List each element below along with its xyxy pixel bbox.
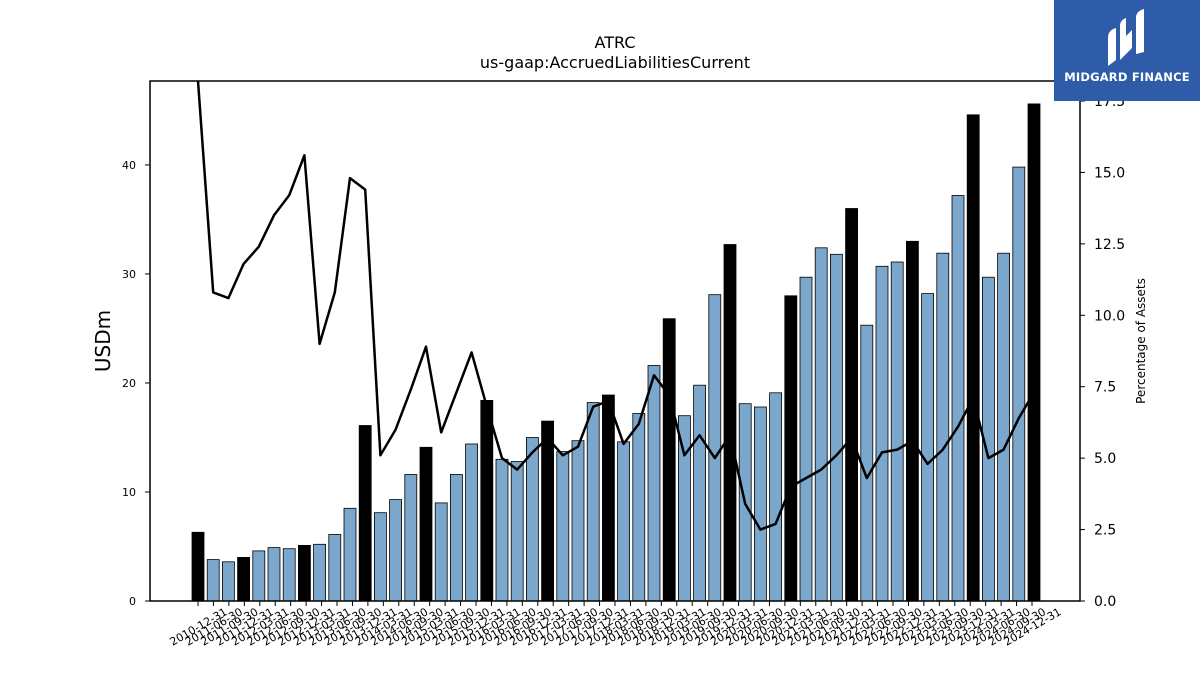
y-tick-label: 20 [122,377,136,390]
bar-2022-09-30 [906,240,919,602]
bar-2021-09-30 [845,208,858,602]
bar-2012-09-30 [297,545,311,602]
y2-tick-label: 0.0 [1094,594,1116,610]
bar-2016-03-31 [510,461,524,602]
bar-2017-06-30 [586,402,600,602]
y2-axis-label: Percentage of Assets [1134,278,1148,404]
bar-2022-06-30 [890,261,904,602]
bar-2022-12-31 [921,293,934,602]
bar-2017-03-31 [571,440,585,602]
bar-2022-03-31 [875,265,889,602]
y2-tick-label: 2.5 [1094,523,1116,539]
bar-2012-06-30 [282,548,296,602]
brand-logo: MIDGARD FINANCE [1054,0,1200,101]
bar-2020-03-31 [754,406,767,602]
chart-subtitle: us-gaap:AccruedLiabilitiesCurrent [480,53,750,72]
bar-2024-12-31 [1027,103,1041,602]
bar-2015-03-31 [449,474,463,602]
bar-2023-03-31 [936,252,950,602]
bar-2013-12-31 [373,512,387,602]
bar-2011-06-30 [221,561,235,602]
bar-2018-09-30 [662,318,676,602]
line-group [196,80,1036,531]
bar-2021-03-31 [814,247,828,602]
y2-tick-label: 5.0 [1094,451,1116,467]
bar-2016-12-31 [556,451,570,602]
bar-2014-12-31 [434,502,448,602]
bar-2016-09-30 [541,420,554,602]
y2-tick-label: 15.0 [1094,165,1125,181]
bar-2010-12-31 [191,531,205,602]
y2-tick-label: 10.0 [1094,308,1125,324]
bar-2015-06-30 [465,443,479,602]
bar-2020-06-30 [769,392,782,602]
bar-2021-12-31 [860,324,874,602]
x-axis: 2010-12-312011-06-302011-09-302011-12-31… [168,601,1064,649]
bar-2020-12-31 [799,276,813,602]
percentage-line [196,80,1036,531]
bar-2020-09-30 [784,295,798,602]
y-tick-label: 0 [129,595,136,608]
bar-2017-12-31 [617,441,630,602]
y-tick-label: 30 [122,268,136,281]
bar-2018-03-31 [632,413,646,602]
bar-2013-06-30 [343,507,357,602]
bar-2024-03-31 [997,252,1010,602]
y2-tick-label: 7.5 [1094,380,1116,396]
bar-2013-03-31 [328,534,342,602]
y-axis-label: USDm [91,310,115,372]
bar-2014-09-30 [419,446,433,602]
bar-2012-03-31 [267,547,281,602]
bar-2019-09-30 [723,244,737,602]
brand-name: MIDGARD FINANCE [1064,70,1190,84]
bar-2019-06-30 [708,294,722,602]
y-tick-label: 40 [122,159,136,172]
bar-2016-06-30 [526,437,539,602]
bar-2018-06-30 [647,365,661,602]
chart-title: ATRC [595,33,636,52]
bar-2017-09-30 [602,394,615,602]
bar-2023-06-30 [951,195,965,602]
y-tick-label: 10 [122,486,136,499]
left-axis: 0 10 20 30 40 [122,159,150,608]
bar-2011-03-31 [206,559,220,602]
bar-2012-12-31 [313,543,327,602]
bar-2019-03-31 [693,384,706,602]
bar-2013-09-30 [358,425,372,602]
bar-2023-09-30 [966,114,980,602]
bar-2011-12-31 [252,550,266,602]
bar-group [191,103,1041,602]
bar-2014-03-31 [389,499,403,602]
bar-2024-06-30 [1012,166,1026,602]
right-axis: 0.02.55.07.510.012.515.017.5 [1080,94,1125,610]
midgard-logo-icon [1108,9,1144,66]
bar-2021-06-30 [830,253,843,602]
y2-tick-label: 12.5 [1094,237,1125,253]
bar-2011-09-30 [237,557,251,602]
bar-2015-09-30 [480,399,494,602]
bar-2014-06-30 [404,474,418,602]
bar-2015-12-31 [495,458,509,602]
